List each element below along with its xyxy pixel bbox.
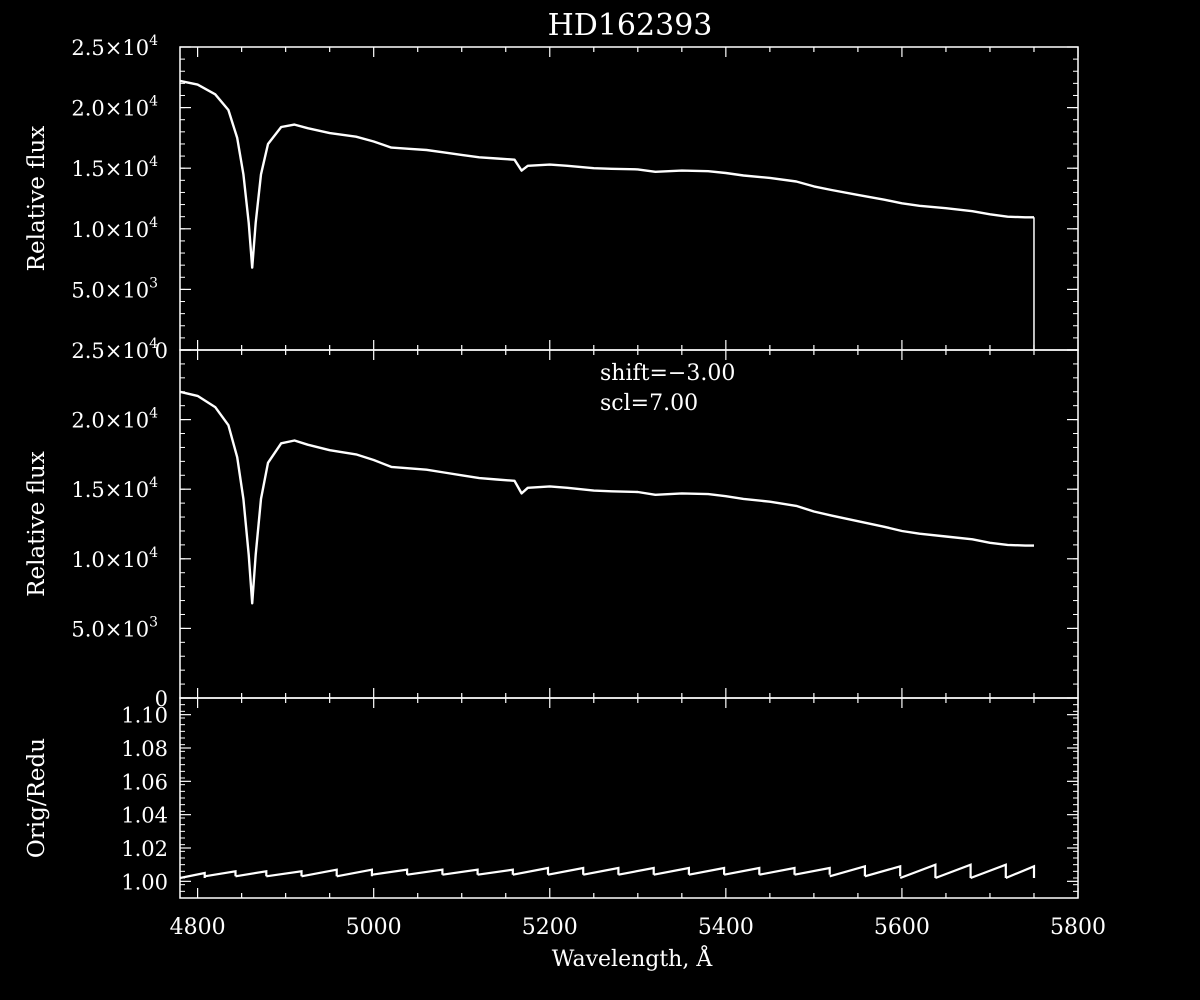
ratio-segment <box>336 868 373 878</box>
y-tick-label: 5.0×103 <box>71 275 158 302</box>
ratio-segment <box>829 864 866 878</box>
panel-frame-bottom <box>179 697 1079 899</box>
y-tick-label: 1.0×104 <box>71 215 158 242</box>
y-axis-label-middle: Relative flux <box>24 451 50 597</box>
ratio-segment <box>1005 864 1036 880</box>
y-tick-label: 2.5×104 <box>71 336 158 363</box>
spectrum-line-top <box>179 79 1034 269</box>
figure-title: HD162393 <box>548 8 713 43</box>
ratio-segment <box>794 866 831 876</box>
ratio-segment <box>653 866 690 876</box>
y-tick-label: 1.0×104 <box>71 545 158 572</box>
y-tick-label: 2.5×104 <box>71 33 158 60</box>
y-tick-label: 5.0×103 <box>71 614 158 641</box>
ratio-segment <box>179 871 206 880</box>
ratio-segment <box>235 870 268 878</box>
ratio-segment <box>512 866 550 876</box>
spectrum-line-middle <box>179 390 1034 605</box>
ratio-segment <box>301 868 338 878</box>
x-tick-label: 5200 <box>522 915 578 940</box>
ratio-segment <box>406 868 444 876</box>
ratio-segment <box>935 863 972 880</box>
ratio-segment <box>582 866 620 876</box>
ratio-segment <box>477 868 514 876</box>
ratio-segment <box>266 870 303 878</box>
ratio-segment <box>371 868 409 876</box>
y-tick-label: 2.0×104 <box>71 94 158 121</box>
ratio-segment <box>688 866 726 876</box>
panel-frame-top <box>179 46 1079 351</box>
ratio-segment <box>899 863 937 880</box>
x-axis-label: Wavelength, Å <box>552 944 714 972</box>
annotation-shift: shift=−3.00 <box>600 361 735 386</box>
ratio-segment <box>970 863 1007 880</box>
ratio-segment <box>864 864 902 878</box>
annotation-scl: scl=7.00 <box>600 391 698 416</box>
x-tick-label: 5000 <box>346 915 402 940</box>
y-tick-label: 0 <box>155 339 168 363</box>
y-tick-label: 1.5×104 <box>71 154 158 181</box>
y-tick-label: 1.00 <box>121 870 168 894</box>
y-tick-label: 1.10 <box>121 704 168 728</box>
ratio-segment <box>618 866 655 876</box>
ratio-segment <box>759 866 796 876</box>
ratio-segment <box>442 868 479 876</box>
ratio-segment <box>547 866 585 876</box>
y-tick-label: 1.5×104 <box>71 475 158 502</box>
y-tick-label: 1.04 <box>121 804 168 828</box>
x-tick-label: 5800 <box>1050 915 1106 940</box>
ratio-segment <box>204 870 237 878</box>
y-axis-label-bottom: Orig/Redu <box>24 738 50 858</box>
x-tick-label: 5600 <box>874 915 930 940</box>
y-axis-label-top: Relative flux <box>24 126 50 272</box>
y-tick-label: 2.0×104 <box>71 406 158 433</box>
x-tick-label: 5400 <box>698 915 754 940</box>
x-tick-label: 4800 <box>170 915 226 940</box>
y-tick-label: 1.06 <box>121 770 168 794</box>
y-tick-label: 1.02 <box>121 837 168 861</box>
y-tick-label: 1.08 <box>121 737 168 761</box>
y-tick-label: 0 <box>155 687 168 711</box>
ratio-segment <box>723 866 761 876</box>
